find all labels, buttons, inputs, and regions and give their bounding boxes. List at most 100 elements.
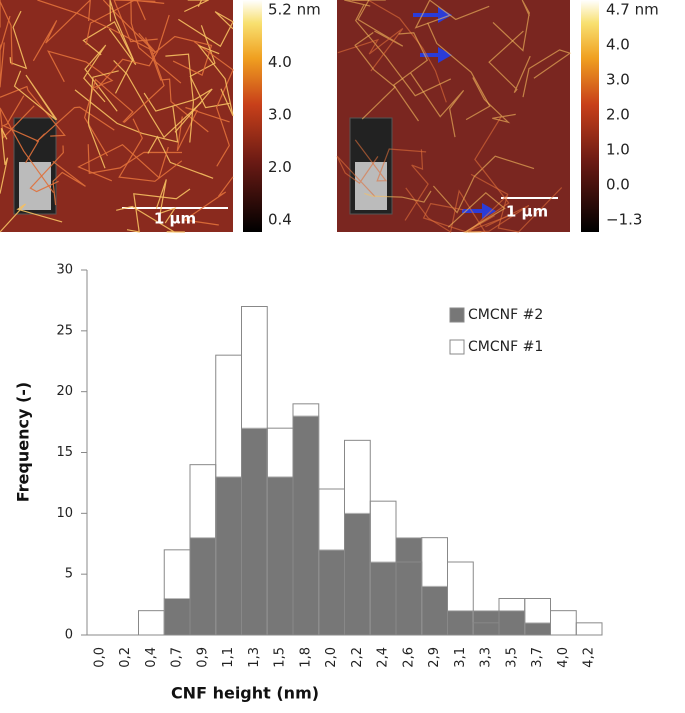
colorbar xyxy=(243,0,262,232)
fiber xyxy=(405,187,486,233)
bar xyxy=(575,622,603,636)
bar xyxy=(189,537,217,636)
fiber xyxy=(165,53,195,143)
fiber xyxy=(0,203,63,233)
bar xyxy=(524,622,551,636)
fiber xyxy=(0,127,9,194)
y-axis-title: Frequency (-) xyxy=(14,382,33,502)
x-tick-label: 2,2 xyxy=(350,647,365,668)
fiber xyxy=(118,118,183,182)
fiber xyxy=(354,4,452,97)
legend-label: CMCNF #1 xyxy=(468,339,543,355)
fiber xyxy=(522,49,572,98)
fiber xyxy=(392,32,429,122)
colorbar-label: −1.3 xyxy=(606,211,642,229)
colorbar xyxy=(581,0,599,232)
x-tick-label: 0,2 xyxy=(118,647,133,668)
colorbar-label: 0.4 xyxy=(268,211,292,229)
scale-bar-label: 1 µm xyxy=(154,210,196,228)
fiber xyxy=(414,0,490,29)
legend-swatch xyxy=(449,307,465,323)
x-tick-label: 4,0 xyxy=(556,647,571,668)
x-tick-label: 0,7 xyxy=(170,647,185,668)
bar xyxy=(215,476,242,636)
fiber xyxy=(9,10,28,70)
fiber xyxy=(176,107,230,152)
bar xyxy=(163,598,191,636)
fiber xyxy=(83,78,134,157)
x-tick-label: 3,5 xyxy=(504,647,519,668)
fiber xyxy=(126,188,191,233)
bar xyxy=(344,512,371,636)
fiber xyxy=(488,30,531,93)
fiber xyxy=(1,95,40,164)
fiber xyxy=(467,195,530,233)
fiber xyxy=(37,0,156,53)
fiber xyxy=(77,143,169,182)
colorbar-label: 2.0 xyxy=(606,106,630,124)
x-tick-label: 0,9 xyxy=(195,647,210,668)
x-tick-label: 4,2 xyxy=(582,647,597,668)
afm-image: 1 µm xyxy=(0,0,234,233)
y-tick-label: 10 xyxy=(56,506,73,521)
fiber xyxy=(0,15,11,88)
colorbar-label: 1.0 xyxy=(606,141,630,159)
bar xyxy=(369,561,397,636)
fiber xyxy=(447,192,506,233)
x-tick-label: 3,7 xyxy=(530,647,545,668)
bar xyxy=(266,476,294,636)
x-tick-label: 1,5 xyxy=(273,647,288,668)
y-tick-label: 25 xyxy=(56,323,73,338)
colorbar-label: 4.0 xyxy=(606,36,630,54)
fiber xyxy=(344,0,386,7)
x-tick-label: 2,0 xyxy=(324,647,339,668)
fiber xyxy=(193,41,234,167)
fiber xyxy=(113,59,202,139)
fiber xyxy=(422,202,496,233)
fiber xyxy=(32,0,91,62)
fiber xyxy=(116,205,185,233)
fiber xyxy=(404,149,429,221)
fiber xyxy=(184,0,209,13)
fiber xyxy=(96,14,170,90)
fiber xyxy=(143,88,213,133)
colorbar-label: 0.0 xyxy=(606,176,630,194)
x-tick-label: 3,3 xyxy=(479,647,494,668)
fiber xyxy=(130,0,182,84)
fiber xyxy=(465,116,510,233)
bar xyxy=(138,610,165,636)
bar xyxy=(241,427,268,636)
fiber xyxy=(336,155,379,198)
bar xyxy=(550,610,577,636)
fiber xyxy=(29,145,64,193)
colorbar-label: 3.0 xyxy=(606,71,630,89)
bar xyxy=(318,549,345,636)
fiber xyxy=(472,77,516,124)
colorbar-label: 4.7 nm xyxy=(606,1,659,19)
bar xyxy=(292,415,320,636)
x-tick-label: 1,8 xyxy=(298,647,313,668)
fiber xyxy=(470,173,563,233)
fiber xyxy=(87,70,119,169)
fiber xyxy=(354,139,427,182)
fiber xyxy=(145,37,209,133)
y-tick-label: 0 xyxy=(65,628,73,643)
afm-image: 1 µm xyxy=(336,0,572,233)
fiber xyxy=(432,155,535,214)
bar xyxy=(395,537,423,636)
x-tick-label: 2,9 xyxy=(427,647,442,668)
fiber xyxy=(364,190,432,203)
fiber xyxy=(85,0,146,45)
fiber xyxy=(427,22,491,121)
x-tick-label: 1,1 xyxy=(221,647,236,668)
x-axis-title: CNF height (nm) xyxy=(171,684,319,703)
fiber xyxy=(0,105,54,194)
legend-label: CMCNF #2 xyxy=(468,307,543,323)
y-tick-label: 5 xyxy=(65,567,73,582)
colorbar-label: 5.2 nm xyxy=(268,1,321,19)
fiber xyxy=(83,44,118,112)
fiber xyxy=(492,0,530,52)
x-tick-label: 2,4 xyxy=(376,647,391,668)
fiber xyxy=(155,179,177,224)
